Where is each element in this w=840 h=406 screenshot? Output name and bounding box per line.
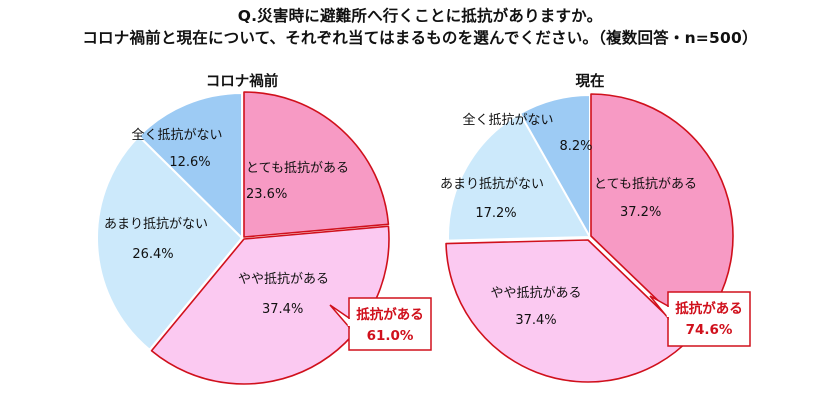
slice-label: とても抵抗がある — [594, 177, 697, 192]
slice-label: やや抵抗がある — [238, 272, 329, 287]
pie-slice — [445, 239, 692, 383]
callout-label: 抵抗がある — [356, 306, 424, 323]
chart-title: コロナ禍前 — [206, 72, 279, 90]
slice-label: あまり抵抗がない — [440, 177, 544, 192]
callout-value: 74.6% — [686, 322, 733, 338]
slice-value-label: 17.2% — [475, 206, 516, 221]
slice-label: 全く抵抗がない — [462, 112, 553, 128]
slice-label: とても抵抗がある — [246, 161, 349, 176]
callout-label: 抵抗がある — [675, 300, 743, 317]
slice-value-label: 37.4% — [515, 313, 556, 328]
callout-box — [348, 297, 432, 351]
slice-value-label: 8.2% — [559, 139, 592, 154]
pie-slice — [447, 112, 591, 242]
total-callout: 抵抗がある 74.6% — [649, 291, 751, 347]
callout-value: 61.0% — [367, 328, 414, 344]
question-subtitle: コロナ禍前と現在について、それぞれ当てはまるものを選んでください。（複数回答・n… — [82, 29, 758, 47]
pie-slice — [243, 91, 390, 238]
slice-label: あまり抵抗がない — [104, 217, 208, 232]
callout-box — [667, 291, 751, 347]
question-title: Q.災害時に避難所へ行くことに抵抗がありますか。 — [237, 7, 603, 25]
slice-label: 全く抵抗がない — [131, 127, 222, 143]
slice-value-label: 26.4% — [132, 247, 173, 262]
pie-slice — [519, 94, 591, 238]
pie-slice — [96, 135, 243, 351]
chart-title: 現在 — [576, 72, 605, 90]
pie-slice — [137, 92, 243, 239]
total-callout: 抵抗がある 61.0% — [329, 297, 432, 351]
slice-value-label: 37.2% — [620, 205, 661, 220]
slice-label: やや抵抗がある — [490, 286, 581, 301]
pie-slice — [150, 225, 390, 385]
slice-value-label: 12.6% — [169, 155, 210, 170]
slice-value-label: 37.4% — [262, 302, 303, 317]
slice-value-label: 23.6% — [246, 187, 287, 202]
